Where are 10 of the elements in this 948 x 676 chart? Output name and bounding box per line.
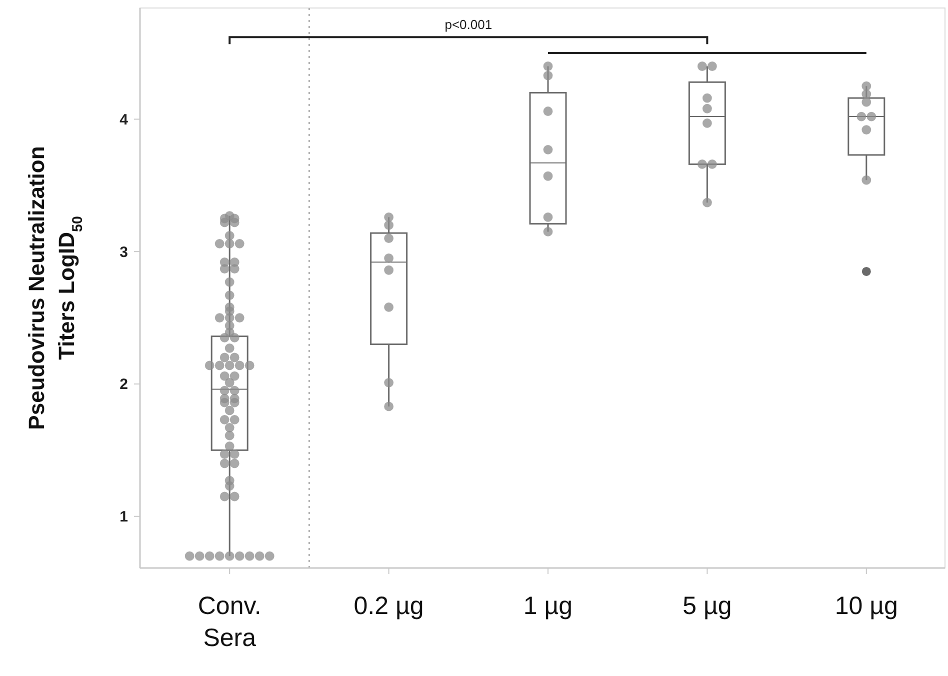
x-tick-label: 5 µg: [682, 592, 732, 620]
x-tick-label: 0.2 µg: [354, 592, 424, 620]
x-tick-label: Conv. Sera: [198, 592, 262, 652]
y-tick-label: 2: [120, 376, 128, 394]
y-tick-label: 3: [120, 244, 128, 261]
annotation: p<0.001: [444, 17, 492, 32]
y-tick-label: 1: [120, 508, 128, 526]
x-tick-label: 1 µg: [523, 592, 573, 620]
y-tick-label: 4: [120, 111, 129, 128]
x-tick-label: 10 µg: [834, 592, 898, 620]
